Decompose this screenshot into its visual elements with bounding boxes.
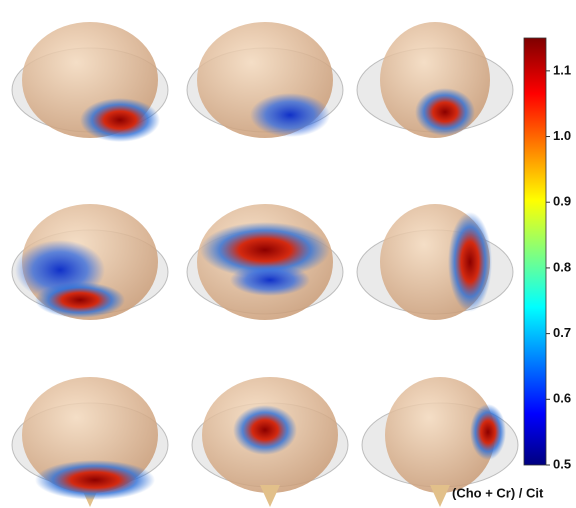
mri-overlay: [35, 460, 155, 500]
mri-overlay: [470, 404, 506, 460]
mri-overlay: [250, 93, 330, 137]
tick-label: 1.1: [553, 62, 571, 77]
mri-overlay: [233, 405, 297, 455]
apex: [260, 485, 280, 507]
tick-label: 0.7: [553, 325, 571, 340]
tick-label: 0.8: [553, 259, 571, 274]
mri-overlay: [230, 264, 310, 296]
mri-overlay: [35, 282, 125, 318]
tick-label: 1.0: [553, 128, 571, 143]
figure: (Cho + Cr) / Cit 0.5 0.6 0.7 0.8 0.9 1.0 1.1: [0, 0, 576, 508]
colorbar-label: (Cho + Cr) / Cit: [452, 485, 544, 500]
mri-overlay: [80, 98, 160, 142]
colorbar: [524, 38, 546, 465]
mri-overlay: [415, 88, 475, 136]
apex: [430, 485, 450, 507]
tick-label: 0.9: [553, 194, 571, 209]
renderings: [12, 22, 518, 507]
tick-label: 0.6: [553, 391, 571, 406]
tick-label: 0.5: [553, 456, 571, 471]
mri-overlay: [448, 212, 492, 312]
